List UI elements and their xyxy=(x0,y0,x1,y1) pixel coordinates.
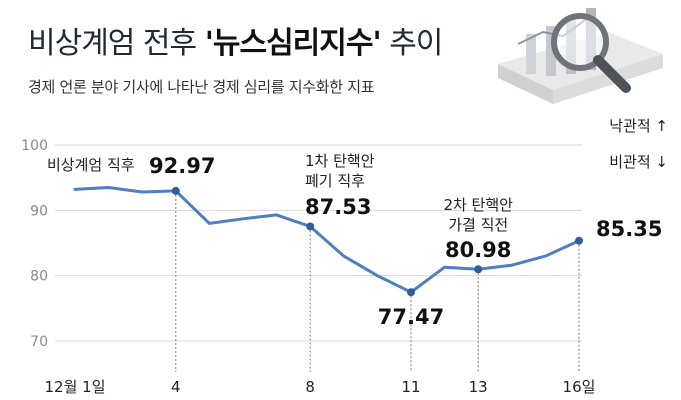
annotation-label-first-impeachment-line1: 1차 탄핵안 xyxy=(305,152,375,170)
grid-layer xyxy=(55,144,582,342)
value-label-87-53: 87.53 xyxy=(305,195,371,219)
data-point-7 xyxy=(306,222,315,231)
y-tick-label-100: 100 xyxy=(21,138,48,154)
value-label-92-97: 92.97 xyxy=(149,154,215,178)
text-layer: 70 80 90 100 낙관적 ↑ 비관적 ↓ 12월 1일 4 8 11 13 16일 비상계엄 직… xyxy=(21,117,668,396)
data-point-10 xyxy=(407,288,415,297)
optimistic-label: 낙관적 ↑ xyxy=(609,117,668,135)
point-layer xyxy=(171,186,583,297)
data-point-12 xyxy=(474,265,483,274)
pessimistic-label: 비관적 ↓ xyxy=(609,153,668,171)
annotation-label-first-impeachment-line2: 폐기 직후 xyxy=(305,172,365,190)
value-label-85-35: 85.35 xyxy=(596,217,662,241)
x-tick-label-0: 12월 1일 xyxy=(45,378,106,396)
annotation-label-second-impeachment-line1: 2차 탄핵안 xyxy=(443,196,513,214)
data-point-3 xyxy=(171,186,180,195)
title-suffix: 추이 xyxy=(380,26,443,61)
series-line xyxy=(73,186,581,294)
annotation-label-martial-law: 비상계엄 직후 xyxy=(47,156,135,174)
x-tick-label-12: 13 xyxy=(469,378,488,396)
x-tick-label-10: 11 xyxy=(401,378,420,396)
x-tick-label-3: 4 xyxy=(171,378,181,396)
title-prefix: 비상계엄 전후 xyxy=(28,26,205,61)
y-tick-label-90: 90 xyxy=(30,203,48,219)
title-highlight: '뉴스심리지수' xyxy=(204,26,382,61)
y-tick-label-80: 80 xyxy=(30,269,48,285)
magnifier-over-bar-chart-icon xyxy=(498,8,663,104)
annotation-label-second-impeachment-line2: 가결 직전 xyxy=(448,216,508,234)
chart-subtitle: 경제 언론 분야 기사에 나타난 경제 심리를 지수화한 지표 xyxy=(28,78,375,96)
x-tick-label-7: 8 xyxy=(305,378,315,396)
y-tick-label-70: 70 xyxy=(30,334,48,350)
chart-title: 비상계엄 전후 '뉴스심리지수' 추이 xyxy=(28,18,443,62)
value-label-77-47: 77.47 xyxy=(378,305,444,329)
guide-layer xyxy=(175,190,580,372)
data-point-15 xyxy=(575,236,583,245)
value-label-80-98: 80.98 xyxy=(445,238,511,262)
x-tick-label-15: 16일 xyxy=(563,378,596,396)
line-layer xyxy=(73,186,581,294)
